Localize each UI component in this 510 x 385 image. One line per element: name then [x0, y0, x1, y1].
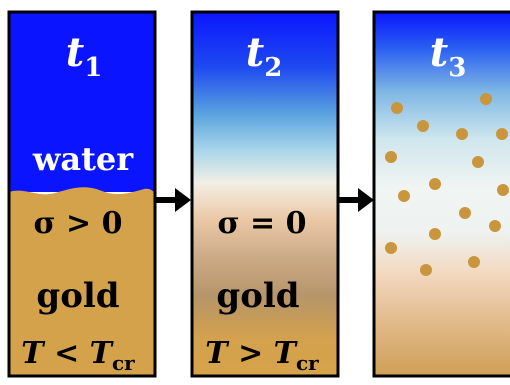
dispersed-layer	[374, 12, 510, 376]
panel-t3-frame	[372, 10, 510, 378]
gold-particle	[385, 151, 397, 163]
gold-particle	[496, 128, 508, 140]
panel-t3: t3	[372, 10, 510, 378]
mixed-layer	[192, 12, 338, 376]
panel-t1: t1 water σ > 0 gold T < Tcr	[7, 10, 157, 378]
gold-particle	[420, 264, 432, 276]
panel-t1-sigma-label: σ > 0	[33, 206, 122, 241]
panel-t3-time-label: t3	[430, 29, 467, 83]
panel-t2: t2 σ = 0 gold T > Tcr	[190, 10, 340, 378]
panel-t1-frame	[7, 10, 157, 378]
panel-t1-time-label: t1	[66, 29, 103, 83]
gold-particle	[472, 156, 484, 168]
gold-particle	[391, 102, 403, 114]
gold-layer	[9, 187, 155, 376]
gold-particle	[429, 178, 441, 190]
gold-particle	[385, 242, 397, 254]
gold-particle	[459, 207, 471, 219]
panel-t1-temp-label: T < Tcr	[21, 336, 135, 375]
gold-particle	[417, 120, 429, 132]
gold-particle	[429, 228, 441, 240]
gold-particle	[480, 93, 492, 105]
panel-t2-time-label: t2	[246, 29, 283, 83]
gold-particle	[456, 128, 468, 140]
arrow-2	[338, 188, 374, 212]
panel-t2-temp-label: T > Tcr	[205, 336, 319, 375]
panel-t2-sigma-label: σ = 0	[217, 206, 306, 241]
gold-particles	[385, 93, 509, 276]
panel-t1-water-label: water	[32, 140, 134, 178]
water-layer	[9, 12, 155, 192]
gold-particle	[489, 220, 501, 232]
gold-particle	[398, 190, 410, 202]
panel-t1-gold-label: gold	[36, 276, 119, 316]
panel-t2-gold-label: gold	[216, 276, 299, 316]
gold-particle	[497, 184, 509, 196]
panel-t2-frame	[190, 10, 340, 378]
arrow-1	[155, 188, 191, 212]
gold-particle	[468, 256, 480, 268]
